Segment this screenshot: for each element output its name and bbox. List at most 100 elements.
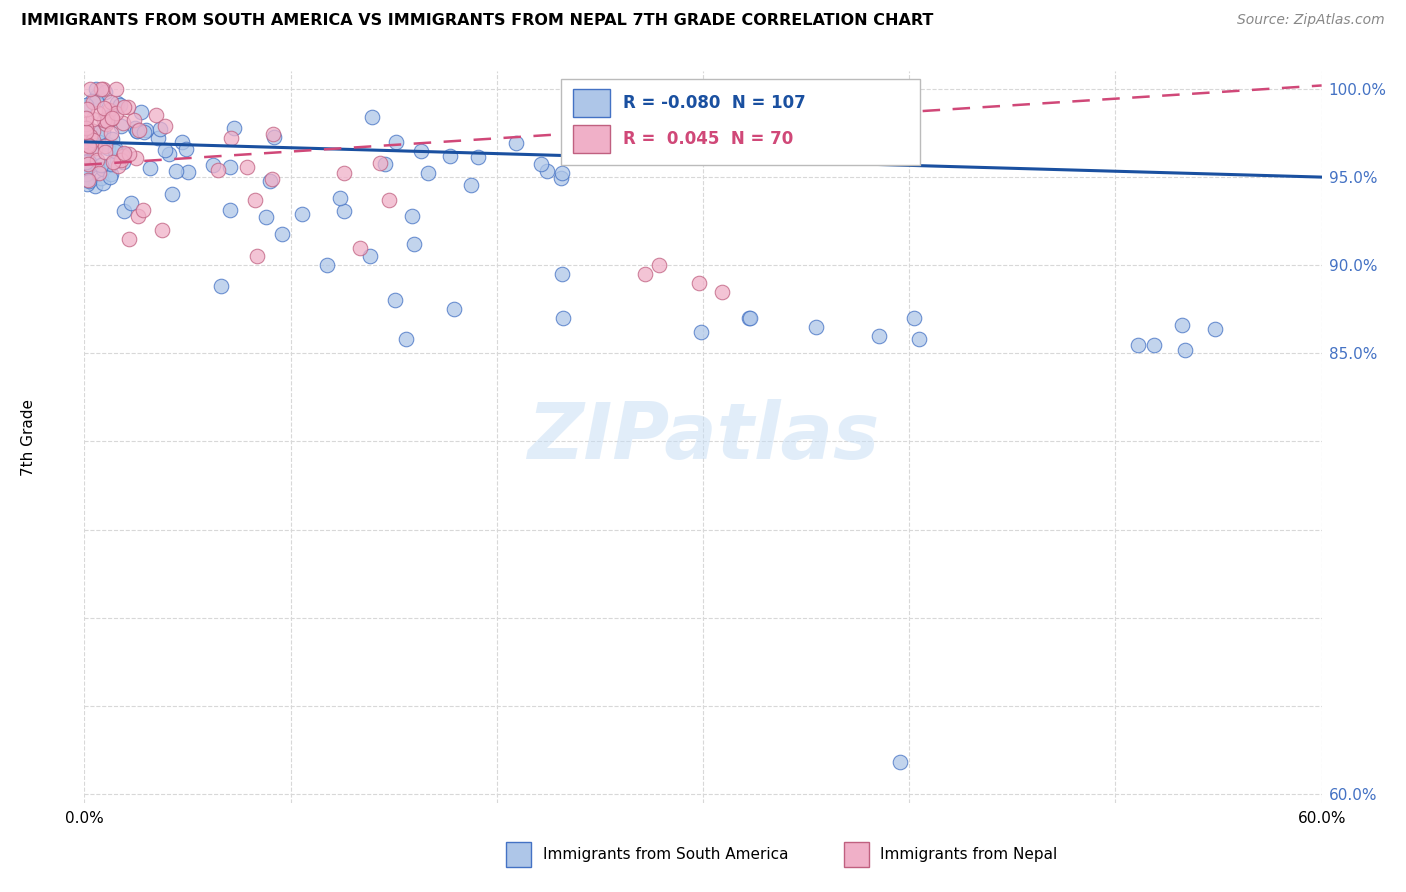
Point <box>170 135 193 149</box>
Point <box>96 112 118 126</box>
Point <box>1143 337 1166 351</box>
Point <box>76 177 98 191</box>
Text: Immigrants from South America: Immigrants from South America <box>543 847 789 862</box>
Point <box>135 123 157 137</box>
Point <box>361 110 384 124</box>
Point <box>100 167 122 181</box>
Point <box>219 130 242 145</box>
Point <box>207 163 229 178</box>
Point <box>89 135 111 149</box>
Point <box>117 100 139 114</box>
Point <box>112 204 135 219</box>
Point <box>120 196 142 211</box>
Point <box>150 223 173 237</box>
Point <box>370 156 392 170</box>
Point <box>129 104 152 119</box>
Point <box>75 134 97 148</box>
Point <box>1204 321 1226 335</box>
FancyBboxPatch shape <box>574 126 610 153</box>
Point <box>127 123 149 137</box>
Point <box>96 136 118 151</box>
Text: R = -0.080  N = 107: R = -0.080 N = 107 <box>623 94 806 112</box>
Point <box>536 163 558 178</box>
Point <box>111 149 134 163</box>
Point <box>530 157 553 171</box>
Point <box>93 101 115 115</box>
Point <box>174 142 197 156</box>
Point <box>262 171 284 186</box>
Point <box>104 82 127 96</box>
Text: ZIPatlas: ZIPatlas <box>527 399 879 475</box>
Point <box>100 127 122 141</box>
Point <box>551 267 574 281</box>
Point <box>118 146 141 161</box>
Point <box>90 171 112 186</box>
Point <box>90 82 112 96</box>
Point <box>75 124 97 138</box>
Text: IMMIGRANTS FROM SOUTH AMERICA VS IMMIGRANTS FROM NEPAL 7TH GRADE CORRELATION CHA: IMMIGRANTS FROM SOUTH AMERICA VS IMMIGRA… <box>21 13 934 29</box>
Point <box>77 138 100 153</box>
Point <box>101 132 124 146</box>
Point <box>89 158 111 172</box>
Point <box>75 120 97 135</box>
Point <box>118 232 141 246</box>
Point <box>91 82 114 96</box>
Point <box>108 97 131 112</box>
Point <box>263 130 285 145</box>
Text: R =  0.045  N = 70: R = 0.045 N = 70 <box>623 130 793 148</box>
Point <box>359 249 381 263</box>
Point <box>246 249 269 263</box>
Point <box>889 756 911 770</box>
Point <box>77 155 100 169</box>
Point <box>416 166 439 180</box>
Point <box>333 166 356 180</box>
Point <box>259 174 281 188</box>
Point <box>124 121 146 136</box>
Point <box>146 131 169 145</box>
Point <box>316 258 339 272</box>
Point <box>79 133 101 147</box>
Point <box>908 332 931 346</box>
Point <box>75 111 97 125</box>
Point <box>804 320 827 334</box>
Point <box>82 112 104 127</box>
Point <box>98 169 121 184</box>
Point <box>648 258 671 272</box>
Point <box>153 119 176 133</box>
Point <box>96 113 118 128</box>
Point <box>125 151 148 165</box>
Point <box>271 227 294 241</box>
Text: 7th Grade: 7th Grade <box>21 399 37 475</box>
Point <box>903 311 925 326</box>
Point <box>132 125 155 139</box>
Point <box>460 178 482 192</box>
Point <box>868 328 890 343</box>
Point <box>111 116 134 130</box>
Point <box>82 133 104 147</box>
Point <box>101 111 124 125</box>
Point <box>107 95 129 110</box>
Point <box>112 147 135 161</box>
Point <box>79 82 101 96</box>
Point <box>86 153 108 167</box>
Point <box>145 107 167 121</box>
Point <box>98 103 121 117</box>
Point <box>209 279 232 293</box>
Point <box>87 166 110 180</box>
Point <box>97 141 120 155</box>
Point <box>82 135 104 149</box>
Point <box>100 112 122 126</box>
Point <box>91 125 114 139</box>
Point <box>219 161 242 175</box>
Point <box>349 241 371 255</box>
Point <box>245 194 267 208</box>
Point <box>395 332 418 346</box>
Point <box>104 145 127 159</box>
Point <box>80 94 103 108</box>
Point <box>76 154 98 169</box>
Point <box>82 95 104 109</box>
Point <box>112 145 135 160</box>
Point <box>131 202 153 217</box>
Point <box>1174 343 1197 357</box>
Point <box>94 145 117 159</box>
